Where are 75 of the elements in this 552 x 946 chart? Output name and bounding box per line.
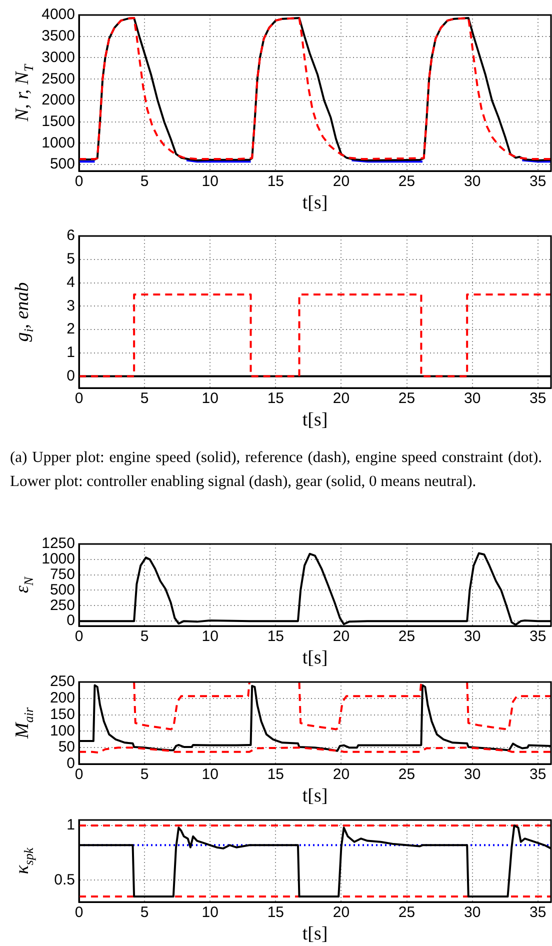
y-axis-title: κspk — [12, 848, 36, 874]
y-tick-label: 2 — [66, 320, 75, 338]
y-tick-label: 5 — [66, 250, 75, 268]
y-tick-label: 2500 — [42, 70, 75, 88]
y-axis-title: εN — [12, 576, 36, 594]
y-tick-label: 250 — [50, 673, 75, 690]
y-tick-label: 250 — [50, 596, 75, 614]
y-tick-label: 3000 — [42, 48, 75, 66]
y-tick-label: 3 — [66, 297, 75, 314]
x-tick-label: 15 — [267, 904, 284, 922]
y-tick-label: 3500 — [42, 28, 75, 45]
text: (a) Upper plot: engine speed (solid), reference (dash), engine speed constraint (dot). Lower plot: controller enabling signal (dash), gear (solid, 0 means neutral). — [10, 448, 542, 492]
x-tick-label: 30 — [464, 904, 481, 922]
x-tick-label: 10 — [202, 628, 218, 646]
x-tick-label: 10 — [202, 390, 218, 408]
y-tick-label: 150 — [50, 706, 75, 723]
x-tick-label: 25 — [398, 390, 416, 408]
y-axis-title: N, r, NT — [12, 64, 36, 122]
y-tick-label: 4000 — [42, 6, 75, 24]
x-tick-label: 20 — [332, 904, 350, 922]
x-axis-title: t[s] — [302, 410, 328, 431]
y-tick-label: 1250 — [42, 535, 75, 552]
y-tick-label: 4 — [66, 274, 75, 291]
x-tick-label: 15 — [267, 390, 284, 408]
x-tick-label: 30 — [464, 628, 481, 646]
x-tick-label: 5 — [140, 766, 149, 784]
y-tick-label: 50 — [58, 738, 75, 756]
x-tick-label: 20 — [332, 173, 350, 190]
x-tick-label: 5 — [140, 173, 149, 190]
y-tick-label: 2000 — [42, 92, 75, 109]
x-tick-label: 25 — [398, 173, 416, 190]
x-tick-label: 15 — [267, 173, 284, 190]
y-tick-label: 500 — [50, 581, 75, 598]
x-axis-title: t[s] — [302, 924, 328, 945]
x-tick-label: 35 — [530, 904, 546, 922]
x-tick-label: 15 — [267, 628, 284, 646]
y-tick-label: 1000 — [42, 134, 75, 152]
x-tick-label: 15 — [267, 766, 284, 784]
x-tick-label: 25 — [398, 904, 416, 922]
x-tick-label: 25 — [398, 766, 416, 784]
y-tick-label: 1 — [66, 816, 75, 834]
x-axis-title: t[s] — [302, 192, 328, 214]
x-axis-title: t[s] — [302, 786, 328, 807]
y-tick-label: 0 — [66, 612, 75, 630]
x-tick-label: 5 — [140, 904, 149, 922]
x-tick-label: 20 — [332, 766, 350, 784]
x-tick-label: 30 — [464, 173, 481, 190]
x-tick-label: 10 — [202, 904, 218, 922]
x-tick-label: 25 — [398, 628, 416, 646]
y-axis-title: gi, enab — [12, 282, 36, 342]
y-tick-label: 750 — [50, 566, 75, 583]
x-axis-title: t[s] — [302, 648, 328, 669]
y-tick-label: 100 — [50, 722, 75, 740]
y-axis-title: Mair — [12, 706, 36, 740]
x-tick-label: 35 — [530, 390, 546, 408]
y-tick-label: 0 — [66, 367, 75, 384]
x-tick-label: 20 — [332, 628, 350, 646]
y-tick-label: 200 — [50, 690, 75, 707]
x-tick-label: 10 — [202, 173, 218, 190]
x-tick-label: 35 — [530, 766, 546, 784]
y-tick-label: 6 — [66, 227, 75, 244]
x-tick-label: 20 — [332, 390, 350, 408]
x-tick-label: 30 — [464, 390, 481, 408]
x-tick-label: 30 — [464, 766, 481, 784]
y-tick-label: 0 — [66, 755, 75, 772]
y-tick-label: 1 — [66, 344, 75, 362]
y-tick-label: 500 — [50, 156, 75, 173]
y-tick-label: 1500 — [42, 112, 75, 130]
x-tick-label: 10 — [202, 766, 218, 784]
y-tick-label: 0.5 — [54, 871, 75, 888]
x-tick-label: 5 — [140, 628, 149, 646]
x-tick-label: 35 — [530, 173, 546, 190]
y-tick-label: 1000 — [42, 550, 75, 568]
x-tick-label: 5 — [140, 390, 149, 408]
x-tick-label: 35 — [530, 628, 546, 646]
